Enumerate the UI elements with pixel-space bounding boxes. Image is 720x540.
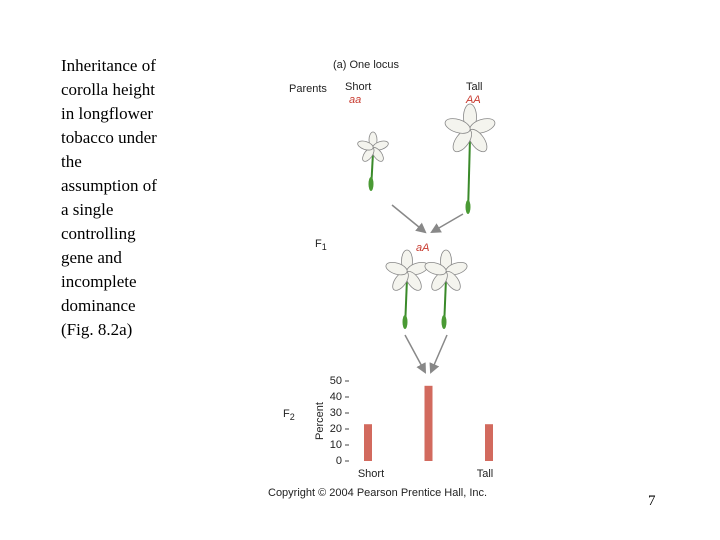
- y-tick-label: 30: [330, 407, 342, 419]
- parents-label: Parents: [289, 83, 327, 95]
- f1-sub: 1: [322, 242, 327, 252]
- bar: [364, 424, 372, 461]
- tall-genotype: AA: [465, 94, 481, 106]
- bar: [485, 424, 493, 461]
- y-tick-label: 20: [330, 423, 342, 435]
- f2-sub: 2: [290, 412, 295, 422]
- tall-label: Tall: [466, 81, 483, 93]
- f2-label: F2: [283, 408, 295, 422]
- x-tick-label: Short: [358, 468, 384, 480]
- f1-genotype: aA: [416, 242, 429, 254]
- flower-petal: [357, 140, 374, 151]
- flower-calyx: [441, 315, 447, 329]
- bar: [424, 385, 433, 461]
- y-tick-label: 40: [330, 391, 342, 403]
- y-tick-label: 50: [330, 375, 342, 387]
- flower-calyx: [368, 177, 374, 191]
- y-axis-label: Percent: [314, 402, 326, 440]
- arrow: [430, 213, 464, 234]
- y-tick-label: 10: [330, 439, 342, 451]
- arrow: [404, 334, 426, 374]
- short-label: Short: [345, 81, 371, 93]
- x-tick-label: Tall: [477, 468, 494, 480]
- flower-calyx: [465, 200, 471, 214]
- copyright: Copyright © 2004 Pearson Prentice Hall, …: [268, 487, 487, 499]
- figure-title: (a) One locus: [333, 59, 400, 71]
- f1-base: F: [315, 238, 322, 250]
- page-number: 7: [648, 493, 656, 509]
- f1-label: F1: [315, 238, 327, 252]
- flower-petal: [385, 261, 408, 276]
- flower-petal: [444, 118, 471, 134]
- flower-petal: [424, 261, 447, 276]
- arrow: [391, 204, 427, 234]
- y-tick-label: 0: [336, 455, 342, 467]
- f2-base: F: [283, 408, 290, 420]
- arrow: [429, 334, 448, 374]
- flower-calyx: [402, 315, 408, 329]
- slide-text: Inheritance of corolla height in longflo…: [61, 56, 157, 339]
- short-genotype: aa: [349, 94, 361, 106]
